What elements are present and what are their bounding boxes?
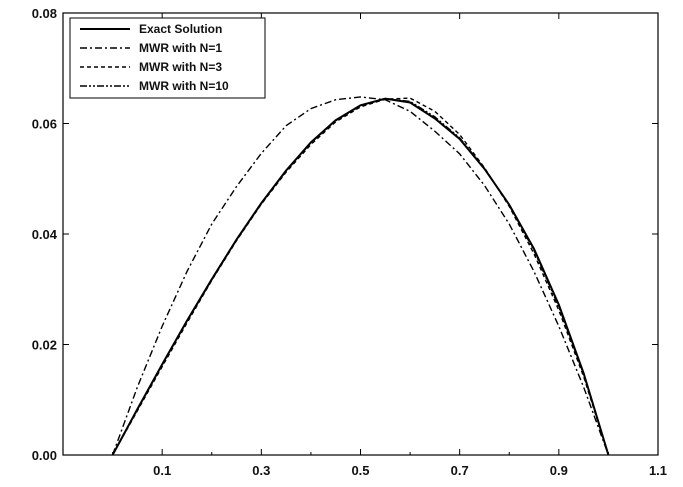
x-tick-label: 0.1 bbox=[153, 463, 171, 478]
legend-box bbox=[69, 17, 266, 99]
y-tick-label: 0.04 bbox=[32, 227, 58, 242]
series-line-2 bbox=[111, 96, 610, 456]
legend-label-1: Exact Solution bbox=[139, 22, 222, 36]
y-tick-label: 0.08 bbox=[32, 6, 57, 21]
legend-label-3: MWR with N=3 bbox=[139, 60, 222, 74]
series-line-3 bbox=[111, 97, 610, 456]
x-tick-label: 0.9 bbox=[550, 463, 568, 478]
y-tick-labels: 0.00 0.02 0.04 0.06 0.08 bbox=[32, 6, 58, 463]
legend-label-2: MWR with N=1 bbox=[139, 41, 222, 55]
series-line-4 bbox=[111, 97, 610, 456]
legend: Exact Solution MWR with N=1 MWR with N=3 MW… bbox=[69, 17, 266, 99]
y-tick-label: 0.06 bbox=[32, 117, 57, 132]
x-tick-label: 1.1 bbox=[649, 463, 667, 478]
series-line-1 bbox=[111, 97, 610, 456]
x-tick-label: 0.5 bbox=[351, 463, 369, 478]
x-tick-labels: 0.1 0.3 0.5 0.7 0.9 1.1 bbox=[153, 463, 667, 478]
legend-label-4: MWR with N=10 bbox=[139, 79, 229, 93]
x-tick-label: 0.3 bbox=[252, 463, 270, 478]
x-tick-label: 0.7 bbox=[451, 463, 469, 478]
y-tick-label: 0.02 bbox=[32, 338, 57, 353]
y-tick-label: 0.00 bbox=[32, 448, 57, 463]
series-lines bbox=[111, 96, 610, 456]
